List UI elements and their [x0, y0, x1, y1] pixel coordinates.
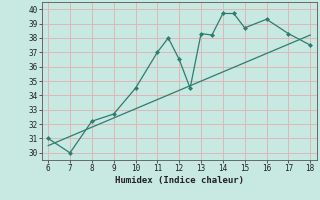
X-axis label: Humidex (Indice chaleur): Humidex (Indice chaleur)	[115, 176, 244, 185]
